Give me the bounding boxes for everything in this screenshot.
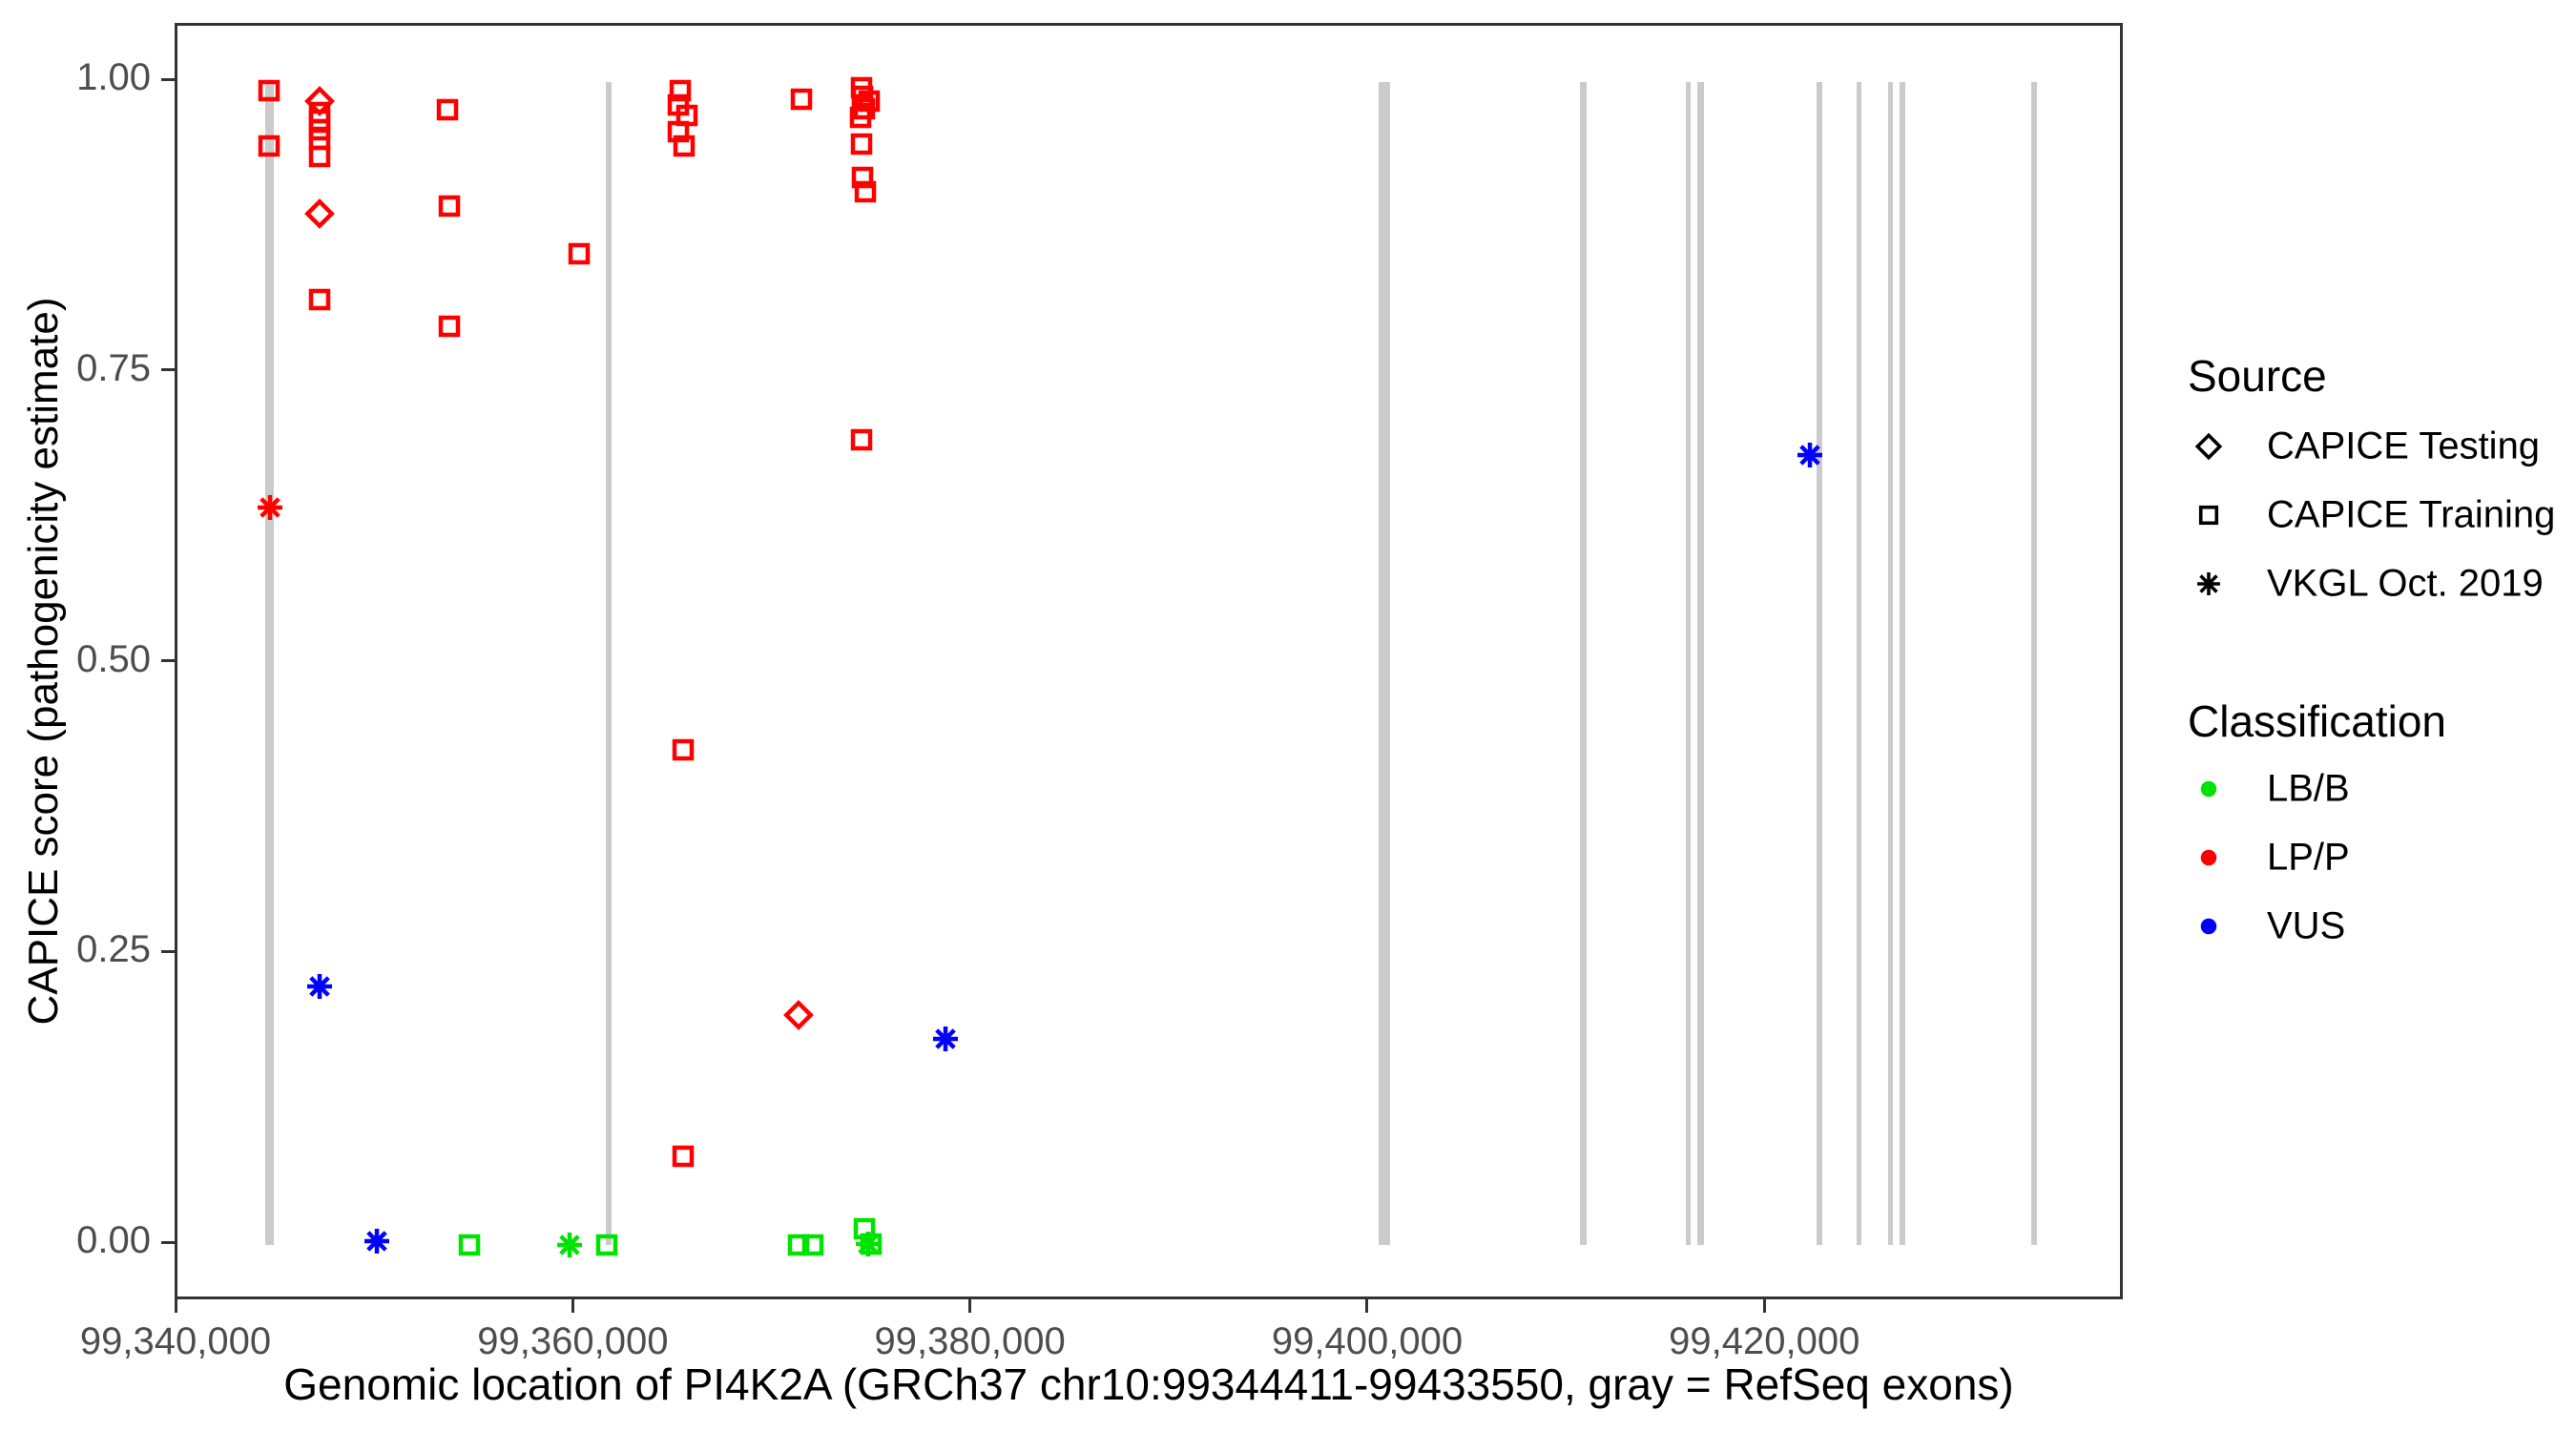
data-point-square xyxy=(568,243,612,286)
x-axis-tick xyxy=(571,1299,574,1313)
y-axis-tick xyxy=(161,368,175,372)
data-point-asterisk xyxy=(1797,443,1842,487)
dot-icon xyxy=(2200,849,2241,890)
legend-item-label: CAPICE Training xyxy=(2267,493,2556,536)
data-point-square xyxy=(438,196,482,238)
plot-panel xyxy=(175,23,2123,1299)
data-point-square xyxy=(667,121,711,164)
data-point-square xyxy=(850,429,894,472)
dot-icon xyxy=(2200,918,2241,959)
data-point-diamond xyxy=(783,999,831,1047)
y-axis-tick xyxy=(161,77,175,81)
y-axis-tick-label: 1.00 xyxy=(76,56,151,98)
x-axis-tick-label: 99,420,000 xyxy=(1669,1320,1860,1362)
data-point-square xyxy=(787,1234,831,1277)
legend-item-lp-p: LP/P xyxy=(2188,823,2569,892)
data-point-diamond xyxy=(304,197,352,246)
legend-source-title: Source xyxy=(2188,351,2327,401)
refseq-exon-bar xyxy=(1697,82,1705,1246)
legend-item-label: VUS xyxy=(2267,904,2346,947)
x-axis-tick-label: 99,400,000 xyxy=(1271,1320,1464,1362)
data-point-square xyxy=(851,166,895,210)
refseq-exon-bar xyxy=(264,82,274,1246)
data-point-square xyxy=(673,135,717,178)
data-point-square xyxy=(850,133,894,176)
x-axis-tick xyxy=(1365,1299,1369,1313)
y-axis-tick-label: 0.50 xyxy=(76,637,151,680)
data-point-square xyxy=(849,106,893,150)
refseq-exon-bar xyxy=(1816,82,1822,1246)
data-point-square xyxy=(672,1146,716,1189)
refseq-exon-bar xyxy=(605,82,613,1246)
y-axis-tick-label: 0.25 xyxy=(76,928,151,971)
legend-item-capice-testing: CAPICE Testing xyxy=(2188,412,2569,481)
refseq-exon-bar xyxy=(2030,82,2037,1246)
dot-icon xyxy=(2200,780,2241,821)
square-icon xyxy=(2198,505,2241,548)
data-point-asterisk xyxy=(364,1229,409,1274)
data-point-square xyxy=(595,1234,639,1277)
y-axis-tick xyxy=(161,949,175,953)
data-point-asterisk xyxy=(932,1027,978,1071)
y-axis-tick xyxy=(161,659,175,662)
legend-classification-title: Classification xyxy=(2188,696,2446,746)
data-point-square xyxy=(438,315,482,359)
data-point-asterisk xyxy=(306,974,352,1019)
data-point-square xyxy=(308,288,352,332)
asterisk-icon xyxy=(2197,572,2241,616)
x-axis-tick-label: 99,340,000 xyxy=(79,1320,272,1362)
legend-item-vus: VUS xyxy=(2188,892,2569,961)
data-point-square xyxy=(458,1234,502,1277)
x-axis-tick xyxy=(174,1299,177,1313)
refseq-exon-bar xyxy=(1580,82,1588,1246)
x-axis-tick-label: 99,380,000 xyxy=(874,1320,1066,1362)
legend-item-lb-b: LB/B xyxy=(2188,755,2569,823)
legend-item-label: LB/B xyxy=(2267,767,2350,810)
y-axis-tick-label: 0.00 xyxy=(76,1219,151,1262)
x-axis-tick xyxy=(1762,1299,1766,1313)
refseq-exon-bar xyxy=(1378,82,1390,1246)
legend-item-label: VKGL Oct. 2019 xyxy=(2267,562,2544,605)
data-point-square xyxy=(308,145,352,189)
y-axis-tick-label: 0.75 xyxy=(76,346,151,389)
refseq-exon-bar xyxy=(1899,82,1905,1246)
refseq-exon-bar xyxy=(1686,82,1692,1246)
data-point-asterisk xyxy=(556,1233,602,1277)
data-point-square xyxy=(790,89,834,132)
y-axis-tick xyxy=(161,1240,175,1244)
diamond-icon xyxy=(2194,432,2241,479)
refseq-exon-bar xyxy=(1857,82,1862,1246)
data-point-square xyxy=(801,1234,845,1277)
data-point-square xyxy=(258,135,301,178)
data-point-asterisk xyxy=(258,495,302,540)
x-axis-tick xyxy=(968,1299,972,1313)
refseq-exon-bar xyxy=(1888,82,1894,1246)
data-point-asterisk xyxy=(855,1231,901,1276)
x-axis-title: Genomic location of PI4K2A (GRCh37 chr10… xyxy=(283,1359,2014,1409)
data-point-square xyxy=(854,180,898,224)
legend-item-capice-training: CAPICE Training xyxy=(2188,481,2569,550)
legend-item-label: LP/P xyxy=(2267,836,2350,879)
data-point-square xyxy=(672,738,716,782)
data-point-square xyxy=(436,99,480,142)
data-point-square xyxy=(258,79,301,123)
y-axis-title: CAPICE score (pathogenicity estimate) xyxy=(20,297,67,1026)
x-axis-tick-label: 99,360,000 xyxy=(477,1320,669,1362)
legend-item-label: CAPICE Testing xyxy=(2267,425,2541,467)
data-point-diamond xyxy=(304,85,352,134)
legend-item-vkgl-oct-2019: VKGL Oct. 2019 xyxy=(2188,550,2569,618)
